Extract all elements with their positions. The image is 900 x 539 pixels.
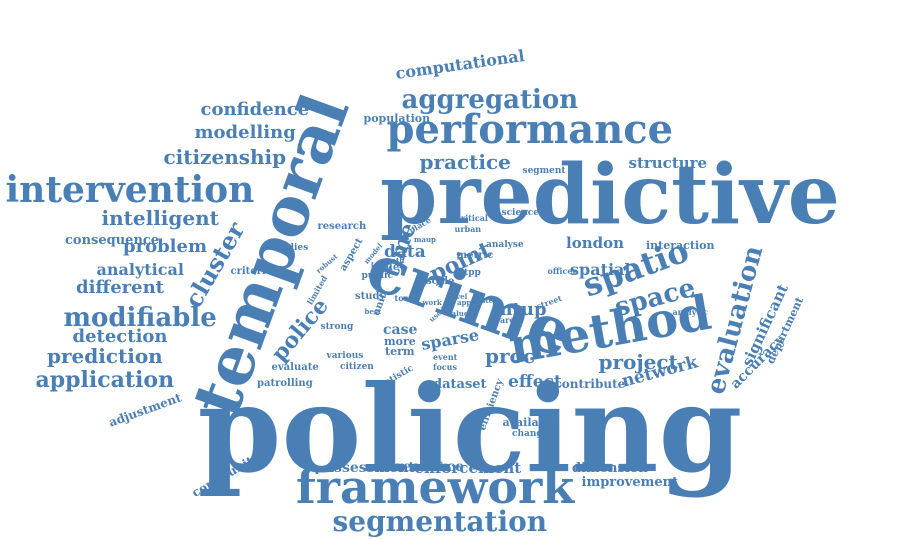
word-analyse: analyse bbox=[486, 239, 524, 250]
word-project: project bbox=[598, 350, 678, 374]
word-area: area bbox=[500, 315, 520, 325]
word-app: app bbox=[457, 297, 472, 307]
word-practice: practice bbox=[419, 150, 511, 174]
word-prediction: prediction bbox=[47, 344, 163, 368]
word-population: population bbox=[363, 111, 431, 125]
word-study: study bbox=[355, 291, 386, 302]
word-application: application bbox=[35, 367, 175, 393]
word-structure: structure bbox=[628, 153, 708, 172]
word-sath: sath bbox=[387, 255, 405, 265]
word-performance: performance bbox=[386, 106, 674, 153]
word-available: available bbox=[502, 415, 558, 429]
word-consequence: consequence bbox=[65, 232, 160, 248]
word-proc: proc bbox=[485, 344, 536, 368]
word-change: change bbox=[512, 428, 549, 439]
word-metric: metric bbox=[456, 250, 494, 261]
word-robust: robust bbox=[314, 251, 340, 275]
word-step: step bbox=[481, 295, 499, 305]
word-aggregation: aggregation bbox=[401, 85, 579, 115]
word-dataset: dataset bbox=[433, 376, 487, 392]
word-framework: framework bbox=[296, 460, 575, 514]
word-public: public bbox=[361, 270, 393, 281]
word-maup: maup bbox=[414, 234, 436, 244]
word-sparse: sparse bbox=[419, 325, 481, 354]
word-confidence: confidence bbox=[200, 99, 310, 120]
word-critical: critical bbox=[456, 213, 488, 223]
word-intervention: intervention bbox=[5, 169, 255, 211]
word-predictive: predictive bbox=[380, 147, 840, 243]
word-scale: scale bbox=[426, 276, 455, 287]
word-different: different bbox=[76, 277, 164, 298]
word-interaction: interaction bbox=[646, 238, 715, 252]
word-value: value bbox=[447, 308, 469, 318]
word-citizen: citizen bbox=[340, 361, 374, 372]
word-segmentation: segmentation bbox=[332, 505, 548, 538]
word-focus: focus bbox=[433, 362, 457, 372]
word-problem: problem bbox=[123, 236, 207, 257]
word-detection: detection bbox=[72, 326, 168, 347]
word-improvement: improvement bbox=[581, 474, 679, 490]
word-officer: officer bbox=[547, 266, 577, 276]
word-evaluate: evaluate bbox=[271, 362, 319, 373]
word-effect: effect bbox=[508, 371, 562, 392]
word-criterion: criterion bbox=[230, 266, 280, 277]
word-assessment: assessment bbox=[325, 460, 415, 476]
word-strong: strong bbox=[320, 321, 354, 332]
word-issue: issue bbox=[370, 262, 400, 273]
word-policing: policing bbox=[197, 359, 743, 500]
word-intelligent: intelligent bbox=[101, 206, 219, 230]
word-mtup: mtup bbox=[493, 299, 547, 320]
word-citizenship: citizenship bbox=[163, 145, 287, 169]
word-research: research bbox=[317, 221, 367, 232]
word-stpp: stpp bbox=[459, 267, 481, 278]
word-spatial: spatial bbox=[570, 260, 631, 279]
word-analytical: analytical bbox=[96, 260, 184, 279]
word-enforcement: enforcement bbox=[414, 458, 522, 477]
word-tool: tool bbox=[394, 293, 412, 303]
word-term: term bbox=[385, 344, 415, 358]
word-event: event bbox=[433, 352, 458, 362]
word-segment: segment bbox=[522, 165, 566, 176]
word-science: science bbox=[501, 207, 539, 218]
word-various: various bbox=[326, 350, 364, 361]
word-modelling: modelling bbox=[194, 122, 296, 143]
word-data: data bbox=[384, 241, 426, 262]
word-more: more bbox=[384, 334, 416, 348]
word-resource: resource bbox=[395, 459, 465, 475]
word-analytic: analytic bbox=[672, 307, 708, 317]
word-case: case bbox=[383, 322, 418, 338]
word-work: work bbox=[422, 297, 442, 307]
word-contribute: contribute bbox=[554, 377, 626, 391]
word-patrolling: patrolling bbox=[257, 378, 313, 389]
word-studies: studies bbox=[272, 242, 309, 253]
word-modifiable: modifiable bbox=[63, 303, 217, 333]
word-aspect: aspect bbox=[337, 236, 366, 274]
word-level: level bbox=[449, 291, 468, 301]
word-london: london bbox=[566, 233, 625, 252]
word-adjustment: adjustment bbox=[106, 390, 184, 430]
word-computational: computational bbox=[394, 46, 526, 83]
word-best: best bbox=[364, 306, 382, 316]
word-urban: urban bbox=[454, 224, 482, 234]
word-dimension: dimension bbox=[572, 460, 648, 476]
